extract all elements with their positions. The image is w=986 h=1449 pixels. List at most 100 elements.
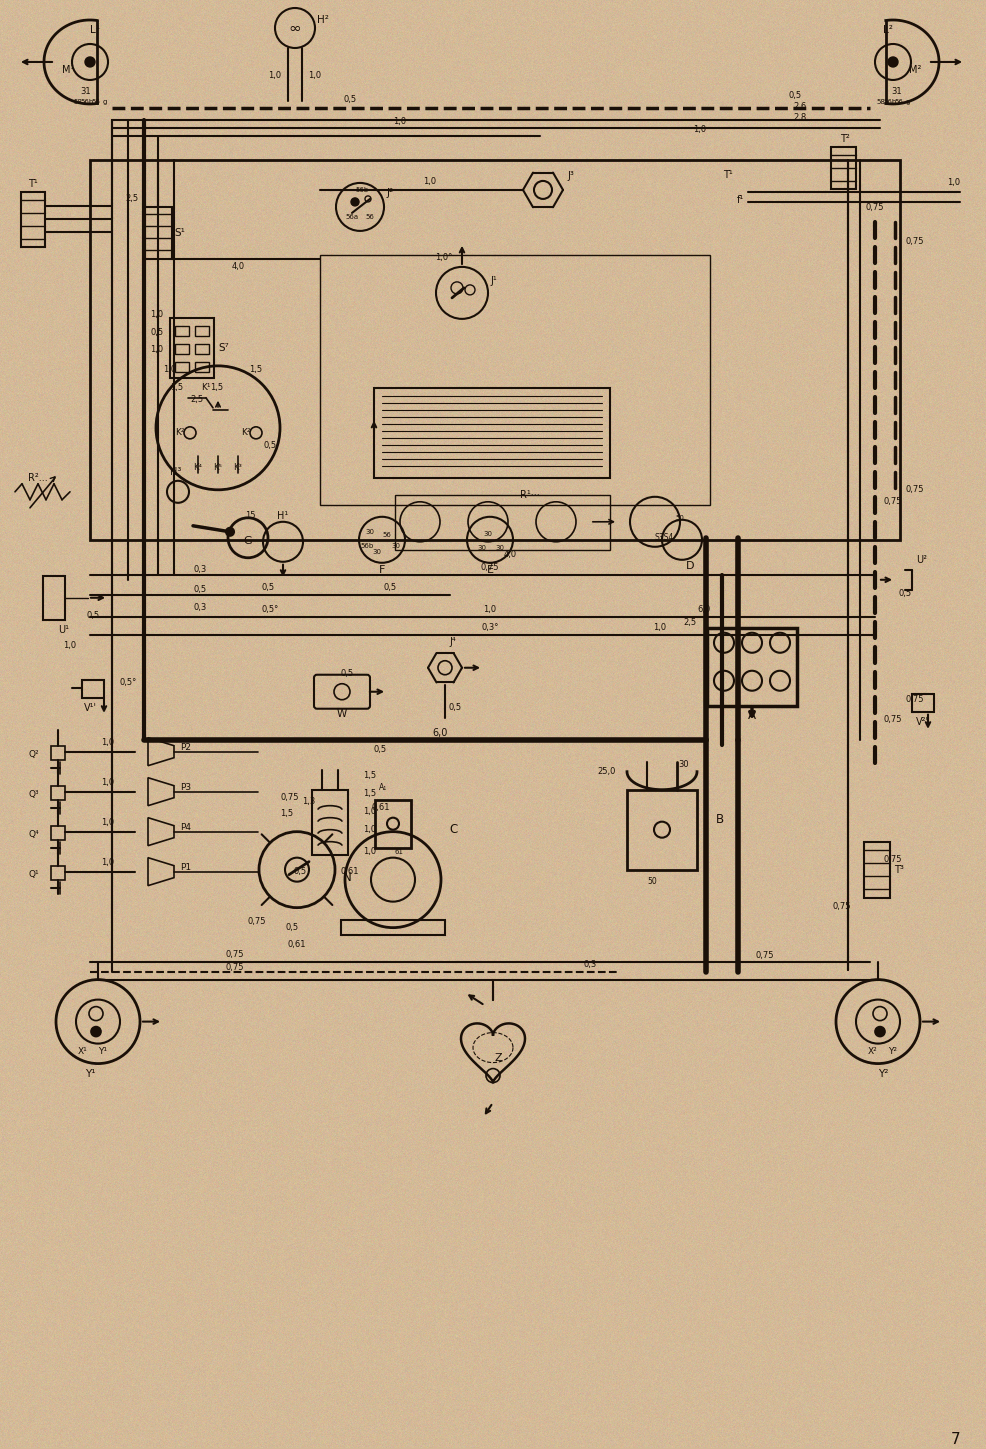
Text: 56: 56 [365, 214, 374, 220]
Text: 0,75: 0,75 [905, 696, 923, 704]
Circle shape [91, 1026, 101, 1036]
Text: 6,0: 6,0 [697, 606, 710, 614]
Text: 50: 50 [674, 514, 683, 520]
Text: 0,75: 0,75 [905, 485, 923, 494]
Text: K³: K³ [234, 464, 243, 472]
Text: 1,0: 1,0 [164, 365, 176, 374]
Text: 4,0: 4,0 [231, 262, 245, 271]
Text: 56: 56 [92, 99, 101, 104]
Text: D: D [685, 561, 693, 571]
Text: 1,0: 1,0 [150, 310, 164, 319]
Text: 0,5°: 0,5° [119, 678, 136, 687]
Text: 0,5: 0,5 [193, 585, 206, 594]
Text: L¹: L¹ [90, 25, 100, 35]
Text: J⁴: J⁴ [450, 636, 456, 646]
Bar [90, 159, 899, 540]
Text: 30: 30 [678, 761, 688, 769]
Bar [43, 575, 65, 620]
Text: 0,5: 0,5 [293, 867, 307, 877]
Circle shape [351, 199, 359, 206]
Text: 0,75: 0,75 [882, 716, 901, 724]
Bar [82, 680, 104, 698]
Text: 2,5: 2,5 [682, 619, 696, 627]
Text: 0,5: 0,5 [897, 590, 911, 598]
Text: S3S4: S3S4 [654, 533, 672, 542]
Text: X¹: X¹ [78, 1048, 88, 1056]
Text: C: C [449, 823, 457, 836]
Text: H³: H³ [171, 467, 181, 477]
Text: K⁴: K⁴ [193, 464, 202, 472]
Text: 31: 31 [890, 87, 901, 97]
Text: T¹: T¹ [28, 178, 37, 188]
Text: 6,0: 6,0 [432, 727, 448, 738]
Text: g: g [905, 99, 909, 104]
Text: 0,5: 0,5 [261, 584, 274, 593]
Text: 1,0: 1,0 [102, 738, 114, 748]
Text: 7: 7 [950, 1432, 959, 1448]
Text: 30: 30 [477, 545, 486, 551]
Text: 1,0: 1,0 [483, 606, 496, 614]
Text: Q¹: Q¹ [29, 871, 39, 880]
Bar [195, 362, 209, 372]
Text: U¹: U¹ [58, 625, 69, 635]
Text: 58: 58 [876, 99, 884, 104]
Text: Q²: Q² [29, 751, 39, 759]
Text: 0,75: 0,75 [832, 903, 850, 911]
Text: M²: M² [908, 65, 920, 75]
Text: Y²: Y² [887, 1048, 896, 1056]
Text: Z: Z [494, 1052, 501, 1062]
Text: 0,5: 0,5 [383, 584, 396, 593]
Text: 1,5: 1,5 [210, 384, 224, 393]
Text: 56b: 56b [355, 187, 368, 193]
Text: 0,5: 0,5 [448, 703, 461, 713]
Text: 0,5: 0,5 [285, 923, 298, 932]
Text: 25,0: 25,0 [598, 767, 615, 777]
Text: 0,5: 0,5 [150, 329, 164, 338]
Text: 2,5: 2,5 [125, 194, 138, 203]
Text: 0,5: 0,5 [373, 745, 387, 755]
Text: 30: 30 [372, 549, 382, 555]
Text: R²...: R²... [28, 472, 48, 483]
Text: 1,0: 1,0 [308, 71, 321, 81]
Text: 30: 30 [391, 543, 400, 549]
Text: 2,5: 2,5 [190, 396, 203, 404]
Text: 56b: 56b [360, 543, 374, 549]
Text: P2: P2 [180, 743, 191, 752]
Circle shape [875, 1026, 884, 1036]
Text: S¹: S¹ [175, 227, 185, 238]
Text: P3: P3 [180, 784, 191, 793]
Text: 0,3°: 0,3° [481, 623, 498, 632]
Text: R¹···: R¹··· [520, 490, 539, 500]
Bar [195, 326, 209, 336]
Bar [626, 790, 696, 869]
Text: P4: P4 [180, 823, 191, 832]
Text: K¹: K¹ [201, 384, 211, 393]
Text: M¹: M¹ [62, 65, 74, 75]
Text: S⁷: S⁷ [219, 343, 229, 354]
Text: 1,5: 1,5 [363, 771, 377, 780]
Text: 56b: 56b [882, 99, 895, 104]
Text: B: B [715, 813, 724, 826]
Text: 1,0: 1,0 [363, 824, 377, 835]
Text: F: F [379, 565, 385, 575]
Text: 0,5: 0,5 [343, 96, 356, 104]
Circle shape [887, 57, 897, 67]
Text: 0,75: 0,75 [882, 497, 901, 506]
Bar [144, 207, 172, 259]
Bar [175, 343, 188, 354]
Text: 1,5: 1,5 [171, 384, 183, 393]
Text: 0,75: 0,75 [882, 855, 901, 864]
Text: 0,5: 0,5 [340, 669, 353, 678]
Text: 0,3: 0,3 [583, 961, 596, 969]
Text: 0,75: 0,75 [247, 917, 266, 926]
Text: 2,8: 2,8 [793, 113, 806, 123]
Text: L²: L² [882, 25, 892, 35]
Text: T³: T³ [893, 865, 903, 875]
Text: Y²: Y² [877, 1068, 887, 1078]
Text: T²: T² [839, 133, 849, 143]
Text: 1,0: 1,0 [268, 71, 281, 81]
Bar [312, 790, 348, 855]
Text: 61: 61 [394, 849, 403, 855]
Text: 56b: 56b [80, 99, 94, 104]
Bar [175, 362, 188, 372]
